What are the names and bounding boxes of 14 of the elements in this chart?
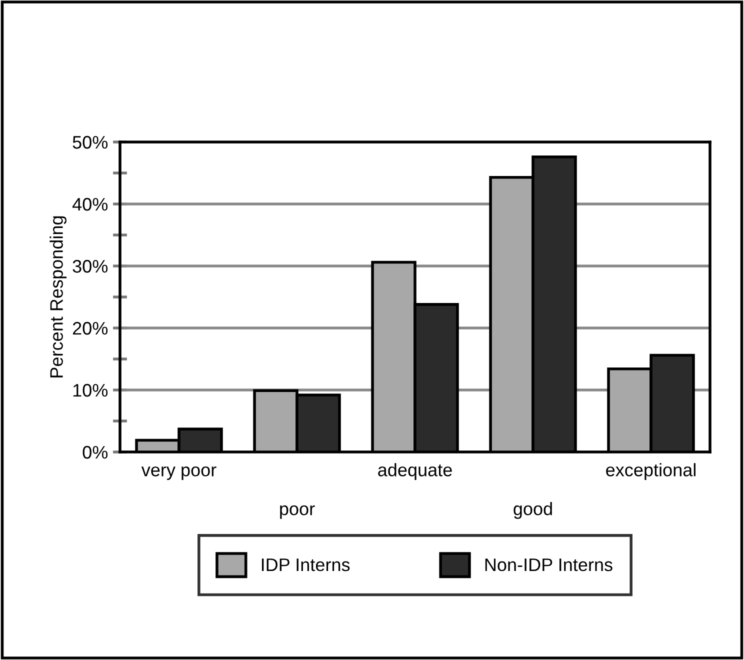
y-tick-label: 20% [72, 322, 108, 335]
y-tick-label: 40% [72, 198, 108, 211]
legend-label: Non-IDP Interns [485, 558, 612, 572]
y-tick-label: 0% [82, 446, 108, 459]
y-tick-label: 10% [73, 384, 108, 397]
y-axis-title: Percent Responding [50, 216, 66, 378]
y-tick-label: 50% [72, 136, 108, 149]
x-tick-label: very poor [141, 466, 216, 480]
x-tick-label: exceptional [606, 463, 696, 480]
x-tick-label: good [514, 502, 552, 519]
y-tick-label: 30% [72, 260, 108, 273]
legend-label: IDP Interns [262, 558, 350, 572]
x-tick-label: adequate [378, 463, 452, 480]
x-tick-label: poor [280, 505, 315, 519]
